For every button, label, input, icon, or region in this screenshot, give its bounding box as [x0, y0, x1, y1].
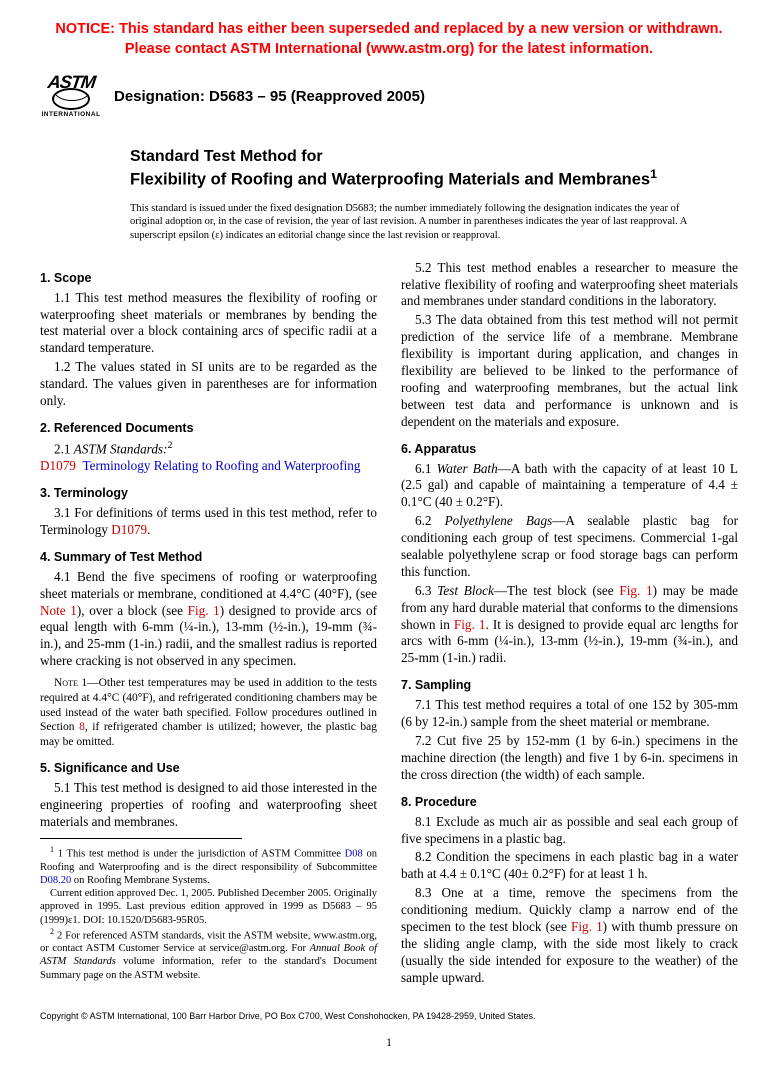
sec-8-head: 8. Procedure [401, 794, 738, 810]
para-8-3: 8.3 One at a time, remove the specimens … [401, 885, 738, 986]
para-5-2: 5.2 This test method enables a researche… [401, 260, 738, 311]
notice-line1: NOTICE: This standard has either been su… [55, 21, 722, 37]
fn-1a: 1 1 This test method is under the jurisd… [40, 845, 377, 887]
link-d1079-2[interactable]: D1079 [111, 522, 147, 537]
sec-2-head: 2. Referenced Documents [40, 420, 377, 436]
sec-1-head: 1. Scope [40, 270, 377, 286]
sec-3-head: 3. Terminology [40, 485, 377, 501]
footnotes: 1 1 This test method is under the jurisd… [40, 845, 377, 981]
link-fig1-c[interactable]: Fig. 1 [454, 617, 486, 632]
footnote-rule [40, 838, 242, 839]
p61-ital: Water Bath [437, 461, 498, 476]
para-3-1: 3.1 For definitions of terms used in thi… [40, 505, 377, 539]
fn1-c: on Roofing Membrane Systems. [71, 875, 210, 886]
link-d1079-text[interactable]: Terminology Relating to Roofing and Wate… [83, 458, 361, 473]
astm-logo: ASTM INTERNATIONAL [40, 67, 102, 125]
title-block: Standard Test Method for Flexibility of … [130, 147, 738, 190]
link-fig1-d[interactable]: Fig. 1 [571, 919, 603, 934]
issuance-note: This standard is issued under the fixed … [130, 202, 698, 241]
sec-4-head: 4. Summary of Test Method [40, 549, 377, 565]
page-number: 1 [40, 1035, 738, 1050]
p63-pre: 6.3 [415, 583, 437, 598]
fn1-a: 1 This test method is under the jurisdic… [58, 849, 345, 860]
notice-banner: NOTICE: This standard has either been su… [40, 20, 738, 59]
title-sup: 1 [650, 167, 657, 181]
sec-6-head: 6. Apparatus [401, 441, 738, 457]
p21-ital: ASTM Standards: [74, 441, 168, 456]
link-note1[interactable]: Note 1 [40, 603, 77, 618]
fn-1b: Current edition approved Dec. 1, 2005. P… [40, 887, 377, 926]
p31-a: 3.1 For definitions of terms used in thi… [40, 505, 377, 537]
para-5-3: 5.3 The data obtained from this test met… [401, 312, 738, 430]
note1-label: Note 1— [54, 677, 99, 689]
p63-a: —The test block (see [494, 583, 620, 598]
p41-a: 4.1 Bend the five specimens of roofing o… [40, 569, 377, 601]
notice-line2: Please contact ASTM International (www.a… [125, 41, 653, 57]
title-prefix: Standard Test Method for [130, 147, 738, 167]
p21-sup: 2 [167, 440, 172, 451]
para-1-2: 1.2 The values stated in SI units are to… [40, 359, 377, 410]
para-6-1: 6.1 Water Bath—A bath with the capacity … [401, 461, 738, 512]
para-7-1: 7.1 This test method requires a total of… [401, 697, 738, 731]
logo-globe-icon [52, 88, 90, 110]
para-8-1: 8.1 Exclude as much air as possible and … [401, 814, 738, 848]
link-fig1-b[interactable]: Fig. 1 [619, 583, 652, 598]
footnote-block: 1 1 This test method is under the jurisd… [40, 838, 377, 981]
link-d1079-code[interactable]: D1079 [40, 458, 76, 473]
para-2-1: 2.1 ASTM Standards:2 D1079 Terminology R… [40, 440, 377, 475]
p31-b: . [147, 522, 150, 537]
fn-2: 2 2 For referenced ASTM standards, visit… [40, 927, 377, 982]
designation-line: Designation: D5683 – 95 (Reapproved 2005… [114, 88, 425, 105]
p63-ital: Test Block [437, 583, 494, 598]
header-row: ASTM INTERNATIONAL Designation: D5683 – … [40, 67, 738, 125]
para-6-3: 6.3 Test Block—The test block (see Fig. … [401, 583, 738, 667]
sec-7-head: 7. Sampling [401, 677, 738, 693]
para-7-2: 7.2 Cut five 25 by 152-mm (1 by 6-in.) s… [401, 733, 738, 784]
p41-b: ), over a block (see [77, 603, 188, 618]
p21-pre: 2.1 [54, 441, 74, 456]
para-1-1: 1.1 This test method measures the flexib… [40, 290, 377, 358]
para-6-2: 6.2 Polyethylene Bags—A sealable plastic… [401, 513, 738, 581]
para-4-1: 4.1 Bend the five specimens of roofing o… [40, 569, 377, 670]
sec-5-head: 5. Significance and Use [40, 760, 377, 776]
body-columns: 1. Scope 1.1 This test method measures t… [40, 260, 738, 987]
link-fig1-a[interactable]: Fig. 1 [188, 603, 220, 618]
para-8-2: 8.2 Condition the specimens in each plas… [401, 849, 738, 883]
link-d08[interactable]: D08 [345, 849, 363, 860]
title-main: Flexibility of Roofing and Waterproofing… [130, 167, 738, 190]
note1-b: , if refrigerated chamber is utilized; h… [40, 721, 377, 748]
title-main-text: Flexibility of Roofing and Waterproofing… [130, 171, 650, 189]
p62-pre: 6.2 [415, 513, 445, 528]
para-5-1: 5.1 This test method is designed to aid … [40, 780, 377, 831]
link-d0820[interactable]: D08.20 [40, 875, 71, 886]
p61-pre: 6.1 [415, 461, 437, 476]
note-1: Note 1—Other test temperatures may be us… [40, 676, 377, 750]
logo-text-bottom: INTERNATIONAL [41, 111, 100, 118]
p62-ital: Polyethylene Bags [445, 513, 553, 528]
copyright-line: Copyright © ASTM International, 100 Barr… [40, 1011, 738, 1021]
